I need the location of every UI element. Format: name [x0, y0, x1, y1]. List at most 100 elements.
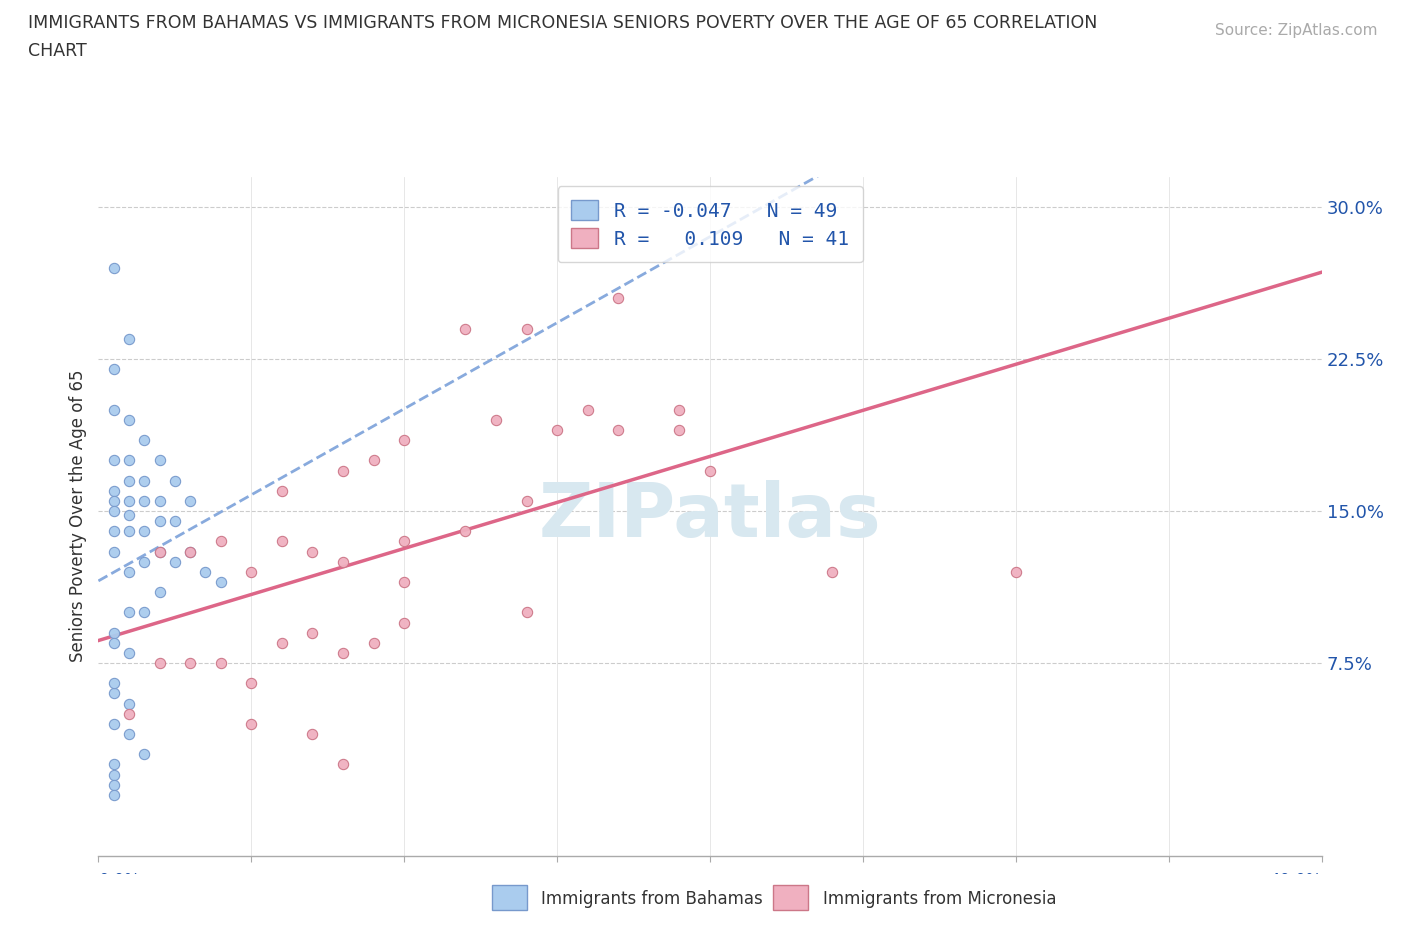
Legend: R = -0.047   N = 49, R =   0.109   N = 41: R = -0.047 N = 49, R = 0.109 N = 41: [558, 186, 862, 262]
Point: [270, 635, 292, 650]
Point: [118, 726, 141, 741]
Point: [392, 615, 416, 630]
Point: [179, 544, 201, 559]
Point: [332, 554, 354, 569]
Point: [134, 747, 156, 762]
Point: [103, 635, 125, 650]
Point: [179, 544, 201, 559]
Point: [1004, 565, 1026, 579]
Point: [118, 453, 141, 468]
Point: [134, 494, 156, 509]
Point: [103, 494, 125, 509]
Point: [134, 554, 156, 569]
Point: [392, 534, 416, 549]
Point: [301, 625, 323, 640]
Y-axis label: Seniors Poverty Over the Age of 65: Seniors Poverty Over the Age of 65: [69, 370, 87, 662]
Text: CHART: CHART: [28, 42, 87, 60]
FancyBboxPatch shape: [773, 885, 808, 910]
Point: [103, 788, 125, 803]
Point: [118, 605, 141, 620]
Text: Immigrants from Bahamas: Immigrants from Bahamas: [541, 890, 763, 909]
Text: ZIPatlas: ZIPatlas: [538, 480, 882, 552]
Text: IMMIGRANTS FROM BAHAMAS VS IMMIGRANTS FROM MICRONESIA SENIORS POVERTY OVER THE A: IMMIGRANTS FROM BAHAMAS VS IMMIGRANTS FR…: [28, 14, 1098, 32]
Point: [118, 697, 141, 711]
Point: [103, 544, 125, 559]
Point: [516, 605, 538, 620]
Point: [118, 494, 141, 509]
Point: [163, 513, 186, 528]
Point: [103, 504, 125, 519]
Point: [163, 554, 186, 569]
Point: [668, 422, 690, 437]
Point: [454, 321, 477, 336]
Point: [363, 453, 385, 468]
Point: [103, 362, 125, 377]
Point: [546, 422, 568, 437]
Point: [240, 716, 263, 731]
Point: [699, 463, 721, 478]
Point: [103, 524, 125, 538]
Point: [103, 260, 125, 275]
Point: [118, 706, 141, 721]
Point: [607, 422, 630, 437]
Point: [118, 412, 141, 427]
Point: [118, 524, 141, 538]
Point: [163, 473, 186, 488]
Point: [392, 575, 416, 590]
Point: [516, 494, 538, 509]
Point: [103, 777, 125, 792]
Text: Source: ZipAtlas.com: Source: ZipAtlas.com: [1215, 23, 1378, 38]
Point: [332, 463, 354, 478]
Point: [103, 676, 125, 691]
Point: [240, 676, 263, 691]
Text: 40.0%: 40.0%: [1270, 871, 1322, 890]
Point: [301, 726, 323, 741]
Point: [607, 291, 630, 306]
Point: [103, 484, 125, 498]
Point: [149, 544, 172, 559]
Point: [576, 403, 599, 418]
Point: [103, 716, 125, 731]
Point: [332, 757, 354, 772]
Point: [103, 686, 125, 701]
Point: [209, 656, 232, 671]
Point: [149, 494, 172, 509]
Point: [103, 403, 125, 418]
Point: [149, 656, 172, 671]
Point: [240, 565, 263, 579]
Point: [103, 757, 125, 772]
Point: [118, 645, 141, 660]
Point: [516, 321, 538, 336]
Point: [134, 473, 156, 488]
Point: [149, 513, 172, 528]
Point: [118, 565, 141, 579]
Point: [332, 645, 354, 660]
FancyBboxPatch shape: [492, 885, 527, 910]
Text: Immigrants from Micronesia: Immigrants from Micronesia: [823, 890, 1056, 909]
Point: [668, 403, 690, 418]
Point: [363, 635, 385, 650]
Text: 0.0%: 0.0%: [98, 871, 141, 890]
Point: [149, 585, 172, 600]
Point: [454, 524, 477, 538]
Point: [270, 534, 292, 549]
Point: [392, 432, 416, 447]
Point: [149, 544, 172, 559]
Point: [821, 565, 844, 579]
Point: [194, 565, 217, 579]
Point: [209, 575, 232, 590]
Point: [103, 625, 125, 640]
Point: [134, 605, 156, 620]
Point: [301, 544, 323, 559]
Point: [270, 484, 292, 498]
Point: [179, 656, 201, 671]
Point: [118, 331, 141, 346]
Point: [134, 524, 156, 538]
Point: [134, 432, 156, 447]
Point: [179, 494, 201, 509]
Point: [118, 508, 141, 523]
Point: [149, 453, 172, 468]
Point: [103, 767, 125, 782]
Point: [103, 453, 125, 468]
Point: [118, 473, 141, 488]
